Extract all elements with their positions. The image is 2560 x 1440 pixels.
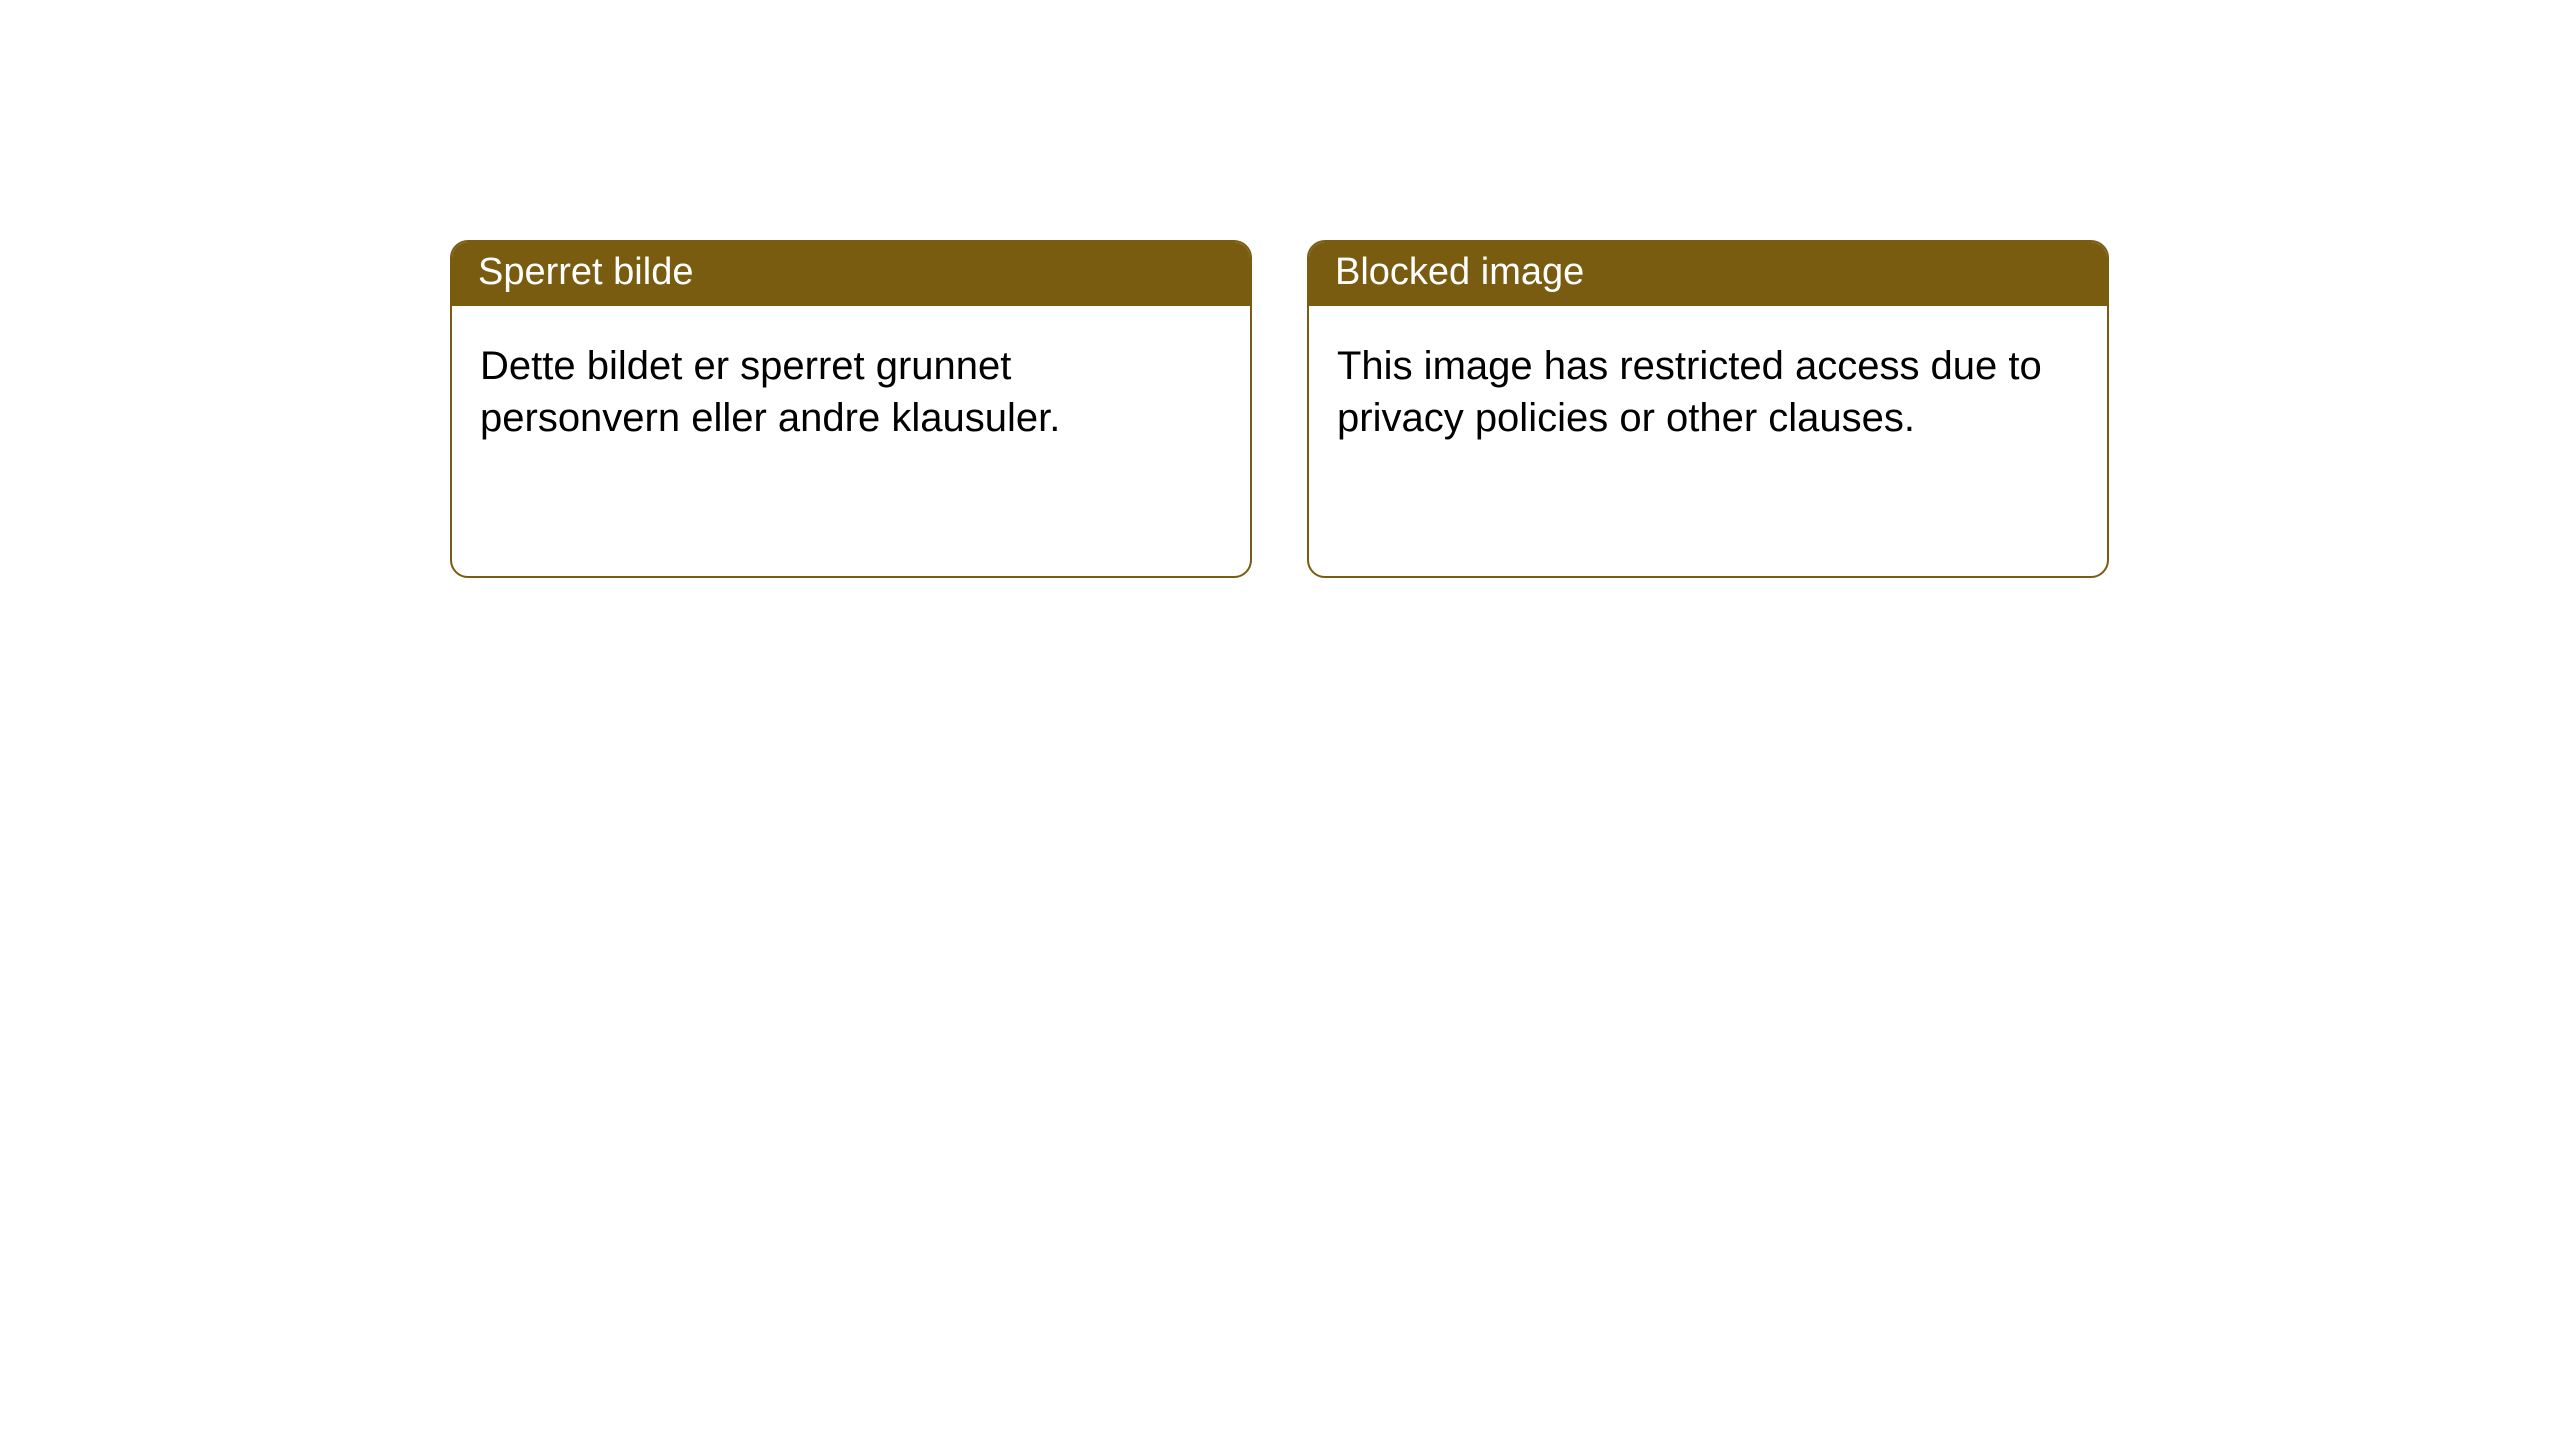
notice-cards-container: Sperret bilde Dette bildet er sperret gr… bbox=[450, 240, 2109, 578]
card-title: Blocked image bbox=[1335, 251, 1584, 293]
card-body: Dette bildet er sperret grunnet personve… bbox=[452, 306, 1250, 576]
card-body-text: Dette bildet er sperret grunnet personve… bbox=[480, 340, 1222, 444]
card-body-text: This image has restricted access due to … bbox=[1337, 340, 2079, 444]
card-header: Sperret bilde bbox=[452, 242, 1250, 306]
notice-card-english: Blocked image This image has restricted … bbox=[1307, 240, 2109, 578]
card-body: This image has restricted access due to … bbox=[1309, 306, 2107, 576]
card-title: Sperret bilde bbox=[478, 251, 693, 293]
notice-card-norwegian: Sperret bilde Dette bildet er sperret gr… bbox=[450, 240, 1252, 578]
card-header: Blocked image bbox=[1309, 242, 2107, 306]
